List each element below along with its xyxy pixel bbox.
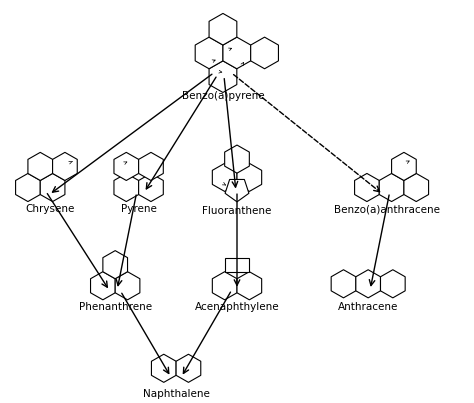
Polygon shape: [40, 173, 65, 202]
Polygon shape: [209, 13, 237, 45]
Polygon shape: [114, 152, 138, 181]
Polygon shape: [331, 270, 356, 298]
Text: Chrysene: Chrysene: [26, 204, 75, 214]
Polygon shape: [176, 354, 201, 382]
Polygon shape: [356, 270, 381, 298]
Polygon shape: [392, 152, 416, 181]
Text: Naphthalene: Naphthalene: [143, 389, 210, 399]
Polygon shape: [91, 272, 115, 300]
Polygon shape: [379, 173, 404, 202]
Bar: [225, 258, 249, 272]
Polygon shape: [53, 152, 77, 181]
Polygon shape: [103, 251, 128, 279]
Polygon shape: [251, 37, 278, 69]
Polygon shape: [355, 173, 379, 202]
Polygon shape: [151, 354, 176, 382]
Text: Benzo(a)pyrene: Benzo(a)pyrene: [182, 91, 264, 101]
Polygon shape: [138, 173, 163, 202]
Polygon shape: [114, 173, 138, 202]
Polygon shape: [212, 272, 237, 300]
Text: Fluoranthene: Fluoranthene: [202, 206, 272, 216]
Polygon shape: [404, 173, 428, 202]
Polygon shape: [138, 152, 163, 181]
Polygon shape: [225, 179, 249, 202]
Text: Phenanthrene: Phenanthrene: [79, 302, 152, 312]
Polygon shape: [28, 152, 53, 181]
Text: Benzo(a)anthracene: Benzo(a)anthracene: [334, 204, 440, 214]
Text: Pyrene: Pyrene: [121, 204, 156, 214]
Polygon shape: [237, 163, 262, 191]
Polygon shape: [115, 272, 140, 300]
Text: Anthracene: Anthracene: [338, 302, 398, 312]
Text: Acenaphthylene: Acenaphthylene: [195, 302, 279, 312]
Polygon shape: [237, 272, 262, 300]
Polygon shape: [209, 61, 237, 92]
Polygon shape: [381, 270, 405, 298]
Polygon shape: [223, 37, 251, 69]
Polygon shape: [225, 145, 249, 173]
Polygon shape: [212, 163, 237, 191]
Polygon shape: [16, 173, 40, 202]
Polygon shape: [195, 37, 223, 69]
